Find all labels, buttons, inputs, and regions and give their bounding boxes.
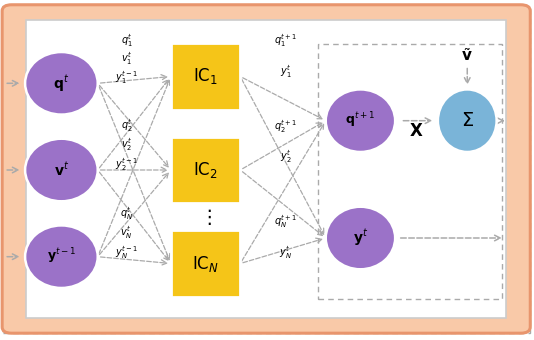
Text: $\vdots$: $\vdots$ (199, 207, 212, 227)
Bar (171, 231, 240, 296)
Text: $y_1^{t-1}$: $y_1^{t-1}$ (115, 69, 138, 86)
Text: $q_2^t$: $q_2^t$ (121, 117, 132, 134)
Bar (318, 44, 502, 299)
Text: $v_1^t$: $v_1^t$ (121, 50, 132, 67)
Text: $q_2^{t+1}$: $q_2^{t+1}$ (274, 118, 297, 135)
Text: $q_1^{t+1}$: $q_1^{t+1}$ (274, 32, 297, 49)
Ellipse shape (25, 52, 98, 115)
Ellipse shape (326, 89, 395, 152)
Ellipse shape (25, 139, 98, 201)
Text: $\tilde{\mathbf{v}}$: $\tilde{\mathbf{v}}$ (461, 47, 473, 64)
Bar (26, 20, 506, 318)
Text: $v_2^t$: $v_2^t$ (121, 136, 132, 153)
Bar (171, 137, 240, 203)
Text: $y_2^t$: $y_2^t$ (280, 149, 292, 166)
Text: $\mathrm{IC}_1$: $\mathrm{IC}_1$ (193, 67, 218, 86)
Text: $y_1^t$: $y_1^t$ (280, 63, 292, 80)
Text: $\mathrm{IC}_2$: $\mathrm{IC}_2$ (193, 160, 218, 180)
FancyBboxPatch shape (2, 5, 530, 333)
Ellipse shape (25, 225, 98, 288)
Text: $q_N^t$: $q_N^t$ (120, 205, 133, 222)
Text: $\Sigma$: $\Sigma$ (461, 111, 474, 130)
Text: $y_N^t$: $y_N^t$ (279, 244, 292, 261)
Ellipse shape (326, 207, 395, 269)
Text: $\mathbf{y}^t$: $\mathbf{y}^t$ (353, 228, 368, 248)
Text: $v_N^t$: $v_N^t$ (120, 224, 133, 241)
Text: $y_N^{t-1}$: $y_N^{t-1}$ (115, 244, 138, 261)
Text: $q_1^t$: $q_1^t$ (121, 32, 132, 49)
Text: $\mathbf{q}^{t+1}$: $\mathbf{q}^{t+1}$ (345, 111, 375, 131)
Text: $\mathbf{y}^{t-1}$: $\mathbf{y}^{t-1}$ (47, 247, 76, 267)
Ellipse shape (438, 89, 497, 152)
Text: $y_2^{t-1}$: $y_2^{t-1}$ (115, 156, 138, 173)
Bar (171, 43, 240, 109)
Text: $\mathbf{q}^t$: $\mathbf{q}^t$ (53, 73, 69, 94)
Text: $\mathbf{X}$: $\mathbf{X}$ (409, 122, 424, 140)
Text: $\mathrm{IC}_N$: $\mathrm{IC}_N$ (192, 254, 219, 273)
Text: $q_N^{t+1}$: $q_N^{t+1}$ (274, 213, 297, 230)
Text: $\mathbf{v}^t$: $\mathbf{v}^t$ (54, 161, 69, 179)
